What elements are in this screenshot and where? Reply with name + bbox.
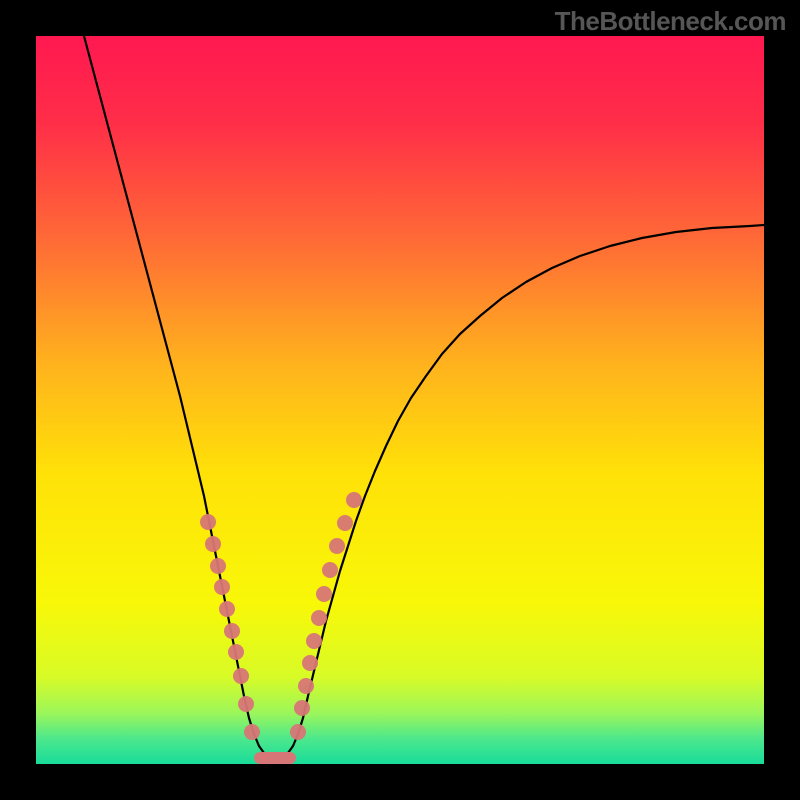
chart-svg — [36, 36, 764, 764]
dot-right — [306, 633, 322, 649]
dot-left — [228, 644, 244, 660]
dot-right — [298, 678, 314, 694]
dot-right — [337, 515, 353, 531]
dot-left — [200, 514, 216, 530]
dot-right — [302, 655, 318, 671]
dot-right — [290, 724, 306, 740]
chart-outer: TheBottleneck.com — [0, 0, 800, 800]
dot-right — [316, 586, 332, 602]
dot-left — [233, 668, 249, 684]
dot-left — [238, 696, 254, 712]
dot-left — [205, 536, 221, 552]
dot-left — [214, 579, 230, 595]
plot-area — [36, 36, 764, 764]
dot-right — [294, 700, 310, 716]
dot-right — [346, 492, 362, 508]
dot-right — [311, 610, 327, 626]
dot-left — [244, 724, 260, 740]
dot-left — [224, 623, 240, 639]
dot-right — [322, 562, 338, 578]
dot-left — [210, 558, 226, 574]
watermark-text: TheBottleneck.com — [555, 6, 786, 37]
dot-right — [329, 538, 345, 554]
chart-background — [36, 36, 764, 764]
trough-bar — [254, 752, 296, 764]
dot-left — [219, 601, 235, 617]
